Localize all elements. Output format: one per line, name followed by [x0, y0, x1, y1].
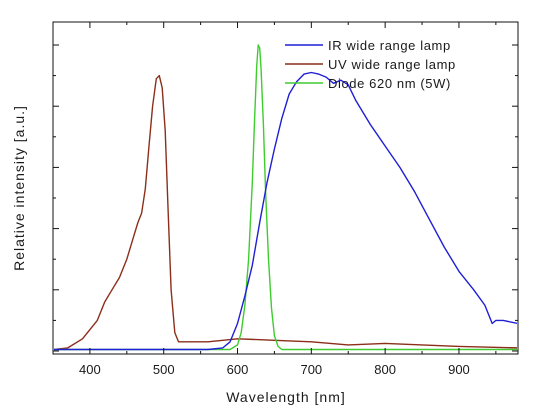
legend-label-ir: IR wide range lamp — [328, 38, 451, 53]
x-tick-label-400: 400 — [79, 362, 101, 377]
x-tick-label-600: 600 — [227, 362, 249, 377]
legend: IR wide range lamp UV wide range lamp Di… — [285, 38, 456, 91]
x-tick-label-700: 700 — [300, 362, 322, 377]
tick-layer: 400 500 600 700 800 900 — [52, 22, 518, 377]
series-line-0 — [54, 71, 517, 351]
legend-label-diode: Diode 620 nm (5W) — [328, 76, 451, 91]
x-axis-title: Wavelength [nm] — [226, 389, 346, 405]
y-axis-title: Relative intensity [a.u.] — [11, 105, 27, 271]
series-layer — [54, 44, 517, 351]
series-line-1 — [54, 74, 517, 351]
series-line-2 — [54, 44, 517, 351]
x-tick-label-800: 800 — [374, 362, 396, 377]
x-tick-label-500: 500 — [153, 362, 175, 377]
x-tick-label-900: 900 — [448, 362, 470, 377]
legend-label-uv: UV wide range lamp — [328, 57, 456, 72]
plot-frame — [52, 21, 519, 355]
